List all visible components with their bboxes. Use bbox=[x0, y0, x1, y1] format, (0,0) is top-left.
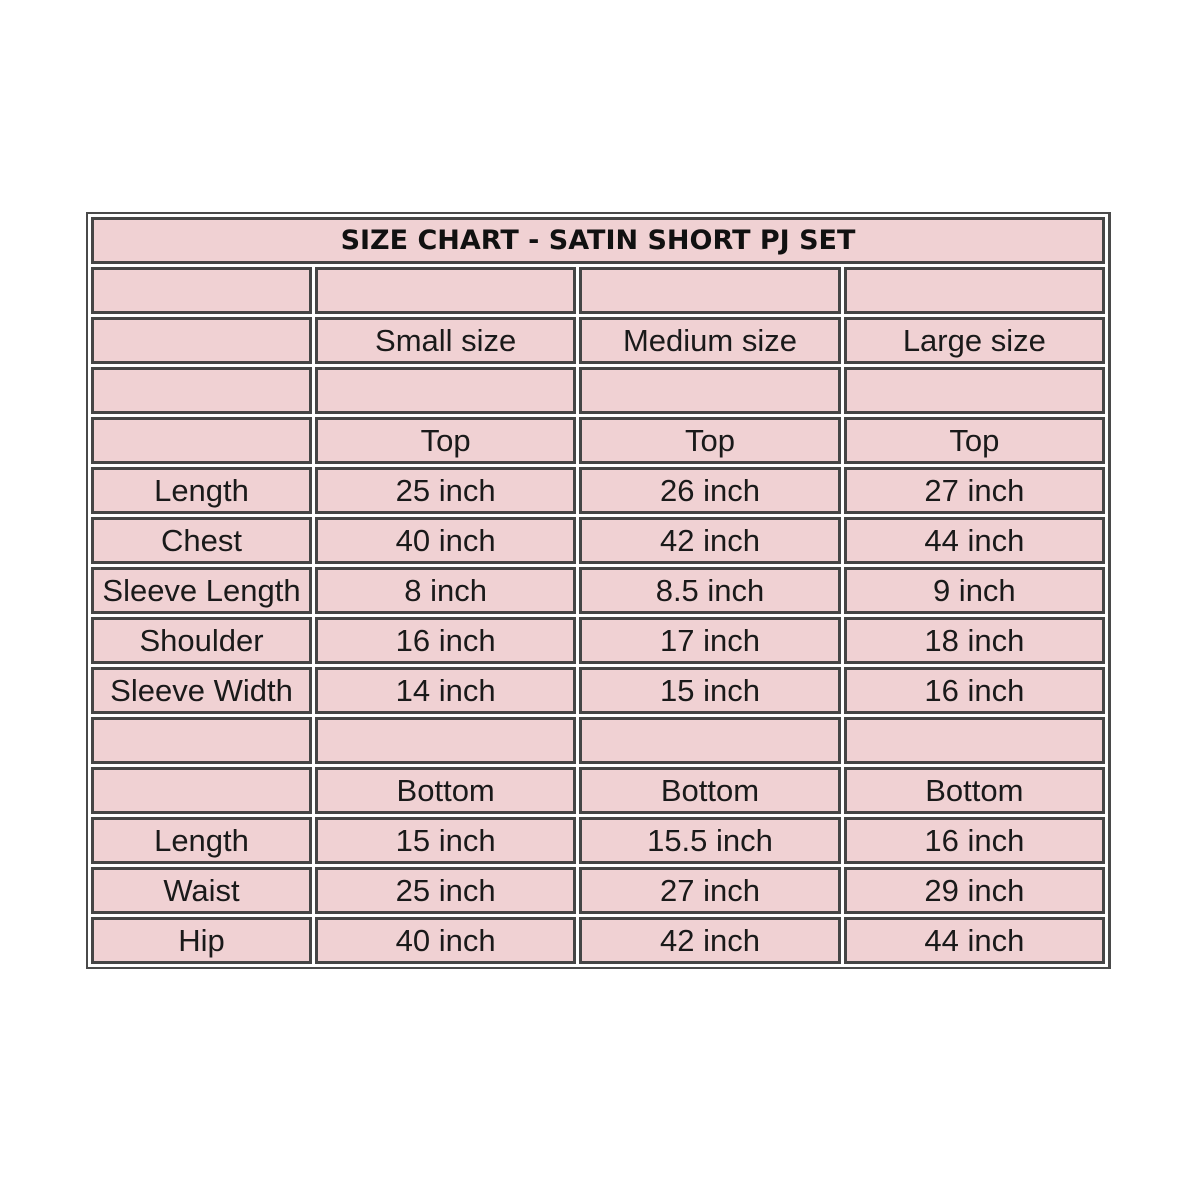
measurement-value: 16 inch bbox=[843, 667, 1105, 714]
empty-cell bbox=[91, 767, 312, 814]
measurement-name: Length bbox=[91, 817, 312, 864]
measurement-value: 26 inch bbox=[579, 467, 841, 514]
empty-cell bbox=[91, 417, 312, 464]
measurement-row: Length 15 inch 15.5 inch 16 inch bbox=[91, 817, 1105, 864]
measurement-value: 9 inch bbox=[843, 567, 1105, 614]
measurement-name: Shoulder bbox=[91, 617, 312, 664]
measurement-value: 18 inch bbox=[843, 617, 1105, 664]
blank-row bbox=[91, 367, 1105, 414]
empty-cell bbox=[579, 717, 841, 764]
section-label: Bottom bbox=[843, 767, 1105, 814]
measurement-value: 42 inch bbox=[579, 517, 841, 564]
measurement-value: 29 inch bbox=[843, 867, 1105, 914]
measurement-name: Chest bbox=[91, 517, 312, 564]
section-label: Top bbox=[315, 417, 577, 464]
empty-cell bbox=[91, 367, 312, 414]
measurement-value: 40 inch bbox=[315, 517, 577, 564]
measurement-value: 14 inch bbox=[315, 667, 577, 714]
measurement-value: 25 inch bbox=[315, 467, 577, 514]
title-row: SIZE CHART - SATIN SHORT PJ SET bbox=[91, 217, 1105, 264]
size-chart: SIZE CHART - SATIN SHORT PJ SET Small si… bbox=[86, 212, 1111, 969]
measurement-value: 27 inch bbox=[843, 467, 1105, 514]
measurement-value: 15.5 inch bbox=[579, 817, 841, 864]
measurement-value: 8 inch bbox=[315, 567, 577, 614]
empty-cell bbox=[843, 267, 1105, 314]
section-header-row: Top Top Top bbox=[91, 417, 1105, 464]
measurement-name: Sleeve Length bbox=[91, 567, 312, 614]
blank-row bbox=[91, 267, 1105, 314]
empty-cell bbox=[315, 717, 577, 764]
measurement-name: Sleeve Width bbox=[91, 667, 312, 714]
section-label: Top bbox=[843, 417, 1105, 464]
empty-cell bbox=[91, 317, 312, 364]
measurement-value: 44 inch bbox=[843, 917, 1105, 964]
measurement-value: 27 inch bbox=[579, 867, 841, 914]
measurement-value: 16 inch bbox=[843, 817, 1105, 864]
measurement-value: 15 inch bbox=[579, 667, 841, 714]
size-header: Medium size bbox=[579, 317, 841, 364]
empty-cell bbox=[91, 267, 312, 314]
chart-title: SIZE CHART - SATIN SHORT PJ SET bbox=[91, 217, 1105, 264]
size-header: Large size bbox=[843, 317, 1105, 364]
measurement-name: Hip bbox=[91, 917, 312, 964]
measurement-row: Shoulder 16 inch 17 inch 18 inch bbox=[91, 617, 1105, 664]
measurement-name: Waist bbox=[91, 867, 312, 914]
empty-cell bbox=[579, 267, 841, 314]
measurement-value: 17 inch bbox=[579, 617, 841, 664]
measurement-row: Waist 25 inch 27 inch 29 inch bbox=[91, 867, 1105, 914]
measurement-value: 15 inch bbox=[315, 817, 577, 864]
measurement-row: Chest 40 inch 42 inch 44 inch bbox=[91, 517, 1105, 564]
measurement-value: 8.5 inch bbox=[579, 567, 841, 614]
measurement-row: Length 25 inch 26 inch 27 inch bbox=[91, 467, 1105, 514]
section-label: Bottom bbox=[579, 767, 841, 814]
measurement-row: Sleeve Width 14 inch 15 inch 16 inch bbox=[91, 667, 1105, 714]
blank-row bbox=[91, 717, 1105, 764]
size-header: Small size bbox=[315, 317, 577, 364]
empty-cell bbox=[843, 717, 1105, 764]
measurement-value: 16 inch bbox=[315, 617, 577, 664]
section-header-row: Bottom Bottom Bottom bbox=[91, 767, 1105, 814]
measurement-value: 40 inch bbox=[315, 917, 577, 964]
measurement-row: Hip 40 inch 42 inch 44 inch bbox=[91, 917, 1105, 964]
measurement-row: Sleeve Length 8 inch 8.5 inch 9 inch bbox=[91, 567, 1105, 614]
measurement-value: 25 inch bbox=[315, 867, 577, 914]
empty-cell bbox=[91, 717, 312, 764]
section-label: Top bbox=[579, 417, 841, 464]
measurement-value: 42 inch bbox=[579, 917, 841, 964]
measurement-value: 44 inch bbox=[843, 517, 1105, 564]
size-chart-table: SIZE CHART - SATIN SHORT PJ SET Small si… bbox=[88, 214, 1108, 967]
section-label: Bottom bbox=[315, 767, 577, 814]
empty-cell bbox=[315, 367, 577, 414]
empty-cell bbox=[843, 367, 1105, 414]
empty-cell bbox=[579, 367, 841, 414]
empty-cell bbox=[315, 267, 577, 314]
measurement-name: Length bbox=[91, 467, 312, 514]
size-header-row: Small size Medium size Large size bbox=[91, 317, 1105, 364]
